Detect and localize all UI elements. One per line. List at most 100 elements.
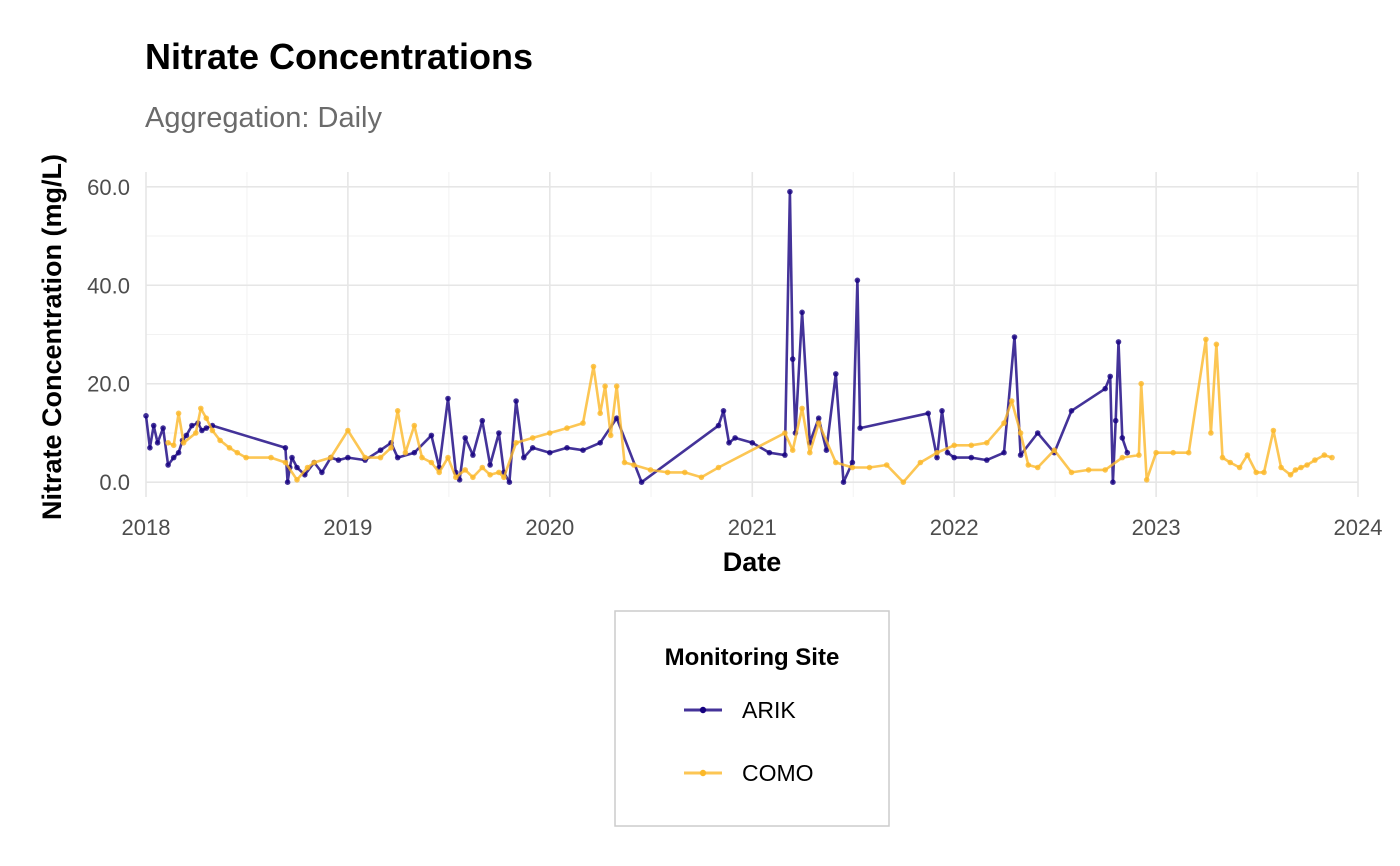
data-point-arik bbox=[1102, 385, 1108, 392]
data-point-arik bbox=[411, 449, 418, 456]
legend-box bbox=[614, 610, 890, 827]
x-tick-label: 2023 bbox=[1132, 515, 1181, 540]
legend-label-como: COMO bbox=[742, 760, 814, 786]
data-point-como bbox=[193, 430, 199, 436]
data-point-como bbox=[1008, 398, 1015, 404]
data-point-arik bbox=[199, 427, 205, 434]
legend-item-como: COMO bbox=[684, 760, 814, 786]
series-como bbox=[165, 336, 1335, 486]
data-point-arik bbox=[345, 454, 351, 461]
data-point-como bbox=[917, 459, 924, 466]
y-axis-ticks: 0.0 20.0 40.0 60.0 bbox=[87, 175, 130, 495]
data-point-arik bbox=[147, 445, 153, 451]
data-point-como bbox=[411, 422, 418, 429]
data-point-como bbox=[1321, 452, 1328, 458]
data-point-como bbox=[1138, 380, 1144, 387]
y-tick-label: 20.0 bbox=[87, 372, 130, 397]
data-point-como bbox=[631, 462, 637, 468]
x-tick-label: 2022 bbox=[930, 515, 979, 540]
data-point-como bbox=[1203, 336, 1209, 343]
data-point-como bbox=[1236, 464, 1243, 471]
data-point-como bbox=[234, 449, 241, 456]
data-point-arik bbox=[1011, 334, 1018, 340]
data-point-arik bbox=[1017, 452, 1024, 458]
data-point-como bbox=[1136, 452, 1142, 458]
data-point-arik bbox=[939, 408, 945, 414]
data-point-como bbox=[226, 445, 233, 451]
data-point-como bbox=[883, 462, 890, 468]
data-point-arik bbox=[720, 408, 727, 414]
data-point-como bbox=[564, 425, 570, 431]
x-tick-label: 2019 bbox=[323, 515, 372, 540]
data-point-como bbox=[815, 420, 822, 426]
data-point-como bbox=[445, 454, 451, 461]
data-point-arik bbox=[787, 188, 793, 195]
data-point-arik bbox=[547, 449, 553, 456]
data-point-como bbox=[799, 405, 805, 412]
x-tick-label: 2021 bbox=[728, 515, 777, 540]
data-point-arik bbox=[294, 464, 300, 471]
data-point-como bbox=[294, 477, 300, 483]
data-point-como bbox=[1001, 420, 1007, 426]
plot-area bbox=[143, 188, 1335, 486]
grid bbox=[145, 172, 1359, 497]
data-point-como bbox=[1261, 469, 1267, 476]
series-arik bbox=[143, 188, 1131, 486]
data-point-como bbox=[1017, 430, 1024, 436]
data-point-como bbox=[1278, 464, 1284, 471]
data-point-como bbox=[436, 469, 443, 476]
data-point-arik bbox=[521, 454, 527, 461]
data-point-arik bbox=[833, 371, 839, 377]
data-point-arik bbox=[613, 415, 620, 422]
data-point-como bbox=[621, 459, 628, 466]
data-point-como bbox=[1312, 457, 1318, 463]
data-point-como bbox=[715, 464, 722, 471]
data-point-arik bbox=[732, 435, 738, 441]
data-point-arik bbox=[1110, 479, 1116, 486]
data-point-como bbox=[1213, 341, 1220, 348]
data-point-como bbox=[664, 469, 671, 476]
chart-subtitle: Aggregation: Daily bbox=[145, 102, 382, 134]
data-point-como bbox=[900, 479, 907, 486]
data-point-arik bbox=[170, 454, 177, 461]
x-tick-label: 2018 bbox=[122, 515, 171, 540]
data-point-arik bbox=[726, 440, 732, 446]
data-point-arik bbox=[496, 430, 502, 436]
data-point-como bbox=[304, 464, 311, 471]
data-point-como bbox=[479, 464, 486, 471]
series-line-como bbox=[167, 338, 1333, 484]
data-point-arik bbox=[564, 445, 570, 451]
data-point-arik bbox=[319, 469, 325, 476]
data-point-como bbox=[470, 474, 476, 481]
data-point-como bbox=[1287, 472, 1294, 478]
data-point-arik bbox=[284, 479, 291, 486]
data-point-arik bbox=[749, 440, 756, 446]
legend: Monitoring Site ARIK COMO bbox=[614, 610, 890, 827]
y-tick-label: 40.0 bbox=[87, 273, 130, 298]
data-point-como bbox=[934, 449, 940, 456]
data-point-como bbox=[419, 454, 425, 461]
data-point-arik bbox=[968, 454, 975, 461]
data-point-como bbox=[782, 430, 788, 436]
data-point-como bbox=[180, 440, 187, 446]
data-point-arik bbox=[849, 459, 856, 466]
data-point-arik bbox=[487, 462, 493, 468]
x-tick-label: 2020 bbox=[525, 515, 574, 540]
data-point-como bbox=[198, 405, 204, 412]
data-point-como bbox=[1102, 467, 1108, 473]
data-point-como bbox=[453, 474, 459, 481]
data-point-como bbox=[833, 459, 839, 466]
chart-title: Nitrate Concentrations bbox=[145, 36, 533, 77]
data-point-como bbox=[402, 449, 409, 456]
data-point-arik bbox=[335, 457, 342, 463]
data-point-como bbox=[462, 467, 469, 473]
data-point-arik bbox=[934, 454, 940, 461]
data-point-arik bbox=[854, 277, 861, 284]
data-point-arik bbox=[782, 452, 788, 458]
data-point-como bbox=[328, 454, 334, 461]
data-point-como bbox=[1119, 454, 1126, 461]
data-point-como bbox=[394, 408, 401, 414]
data-point-como bbox=[1025, 462, 1032, 468]
data-point-como bbox=[513, 440, 519, 446]
